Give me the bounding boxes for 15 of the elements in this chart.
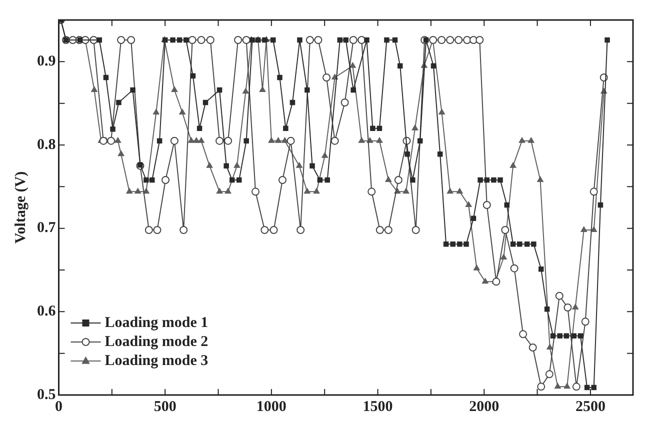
y-tick-label: 0.8 — [37, 136, 56, 153]
x-tick-label: 2000 — [469, 398, 500, 415]
y-tick-label: 0.5 — [37, 386, 56, 403]
legend-label: Loading mode 3 — [104, 352, 208, 369]
legend-label: Loading mode 1 — [104, 314, 208, 331]
x-tick-label: 2500 — [575, 398, 606, 415]
y-tick-label: 0.7 — [37, 220, 56, 236]
legend-label: Loading mode 2 — [104, 334, 208, 350]
x-tick-label: 1500 — [362, 398, 393, 415]
y-tick-label: 0.6 — [37, 304, 56, 320]
y-axis-title: Voltage (V) — [12, 171, 29, 244]
x-tick-label: 1000 — [256, 398, 286, 415]
x-tick-label: 500 — [154, 398, 176, 415]
y-tick-label: 0.9 — [37, 54, 56, 70]
x-tick-label: 0 — [55, 398, 62, 415]
